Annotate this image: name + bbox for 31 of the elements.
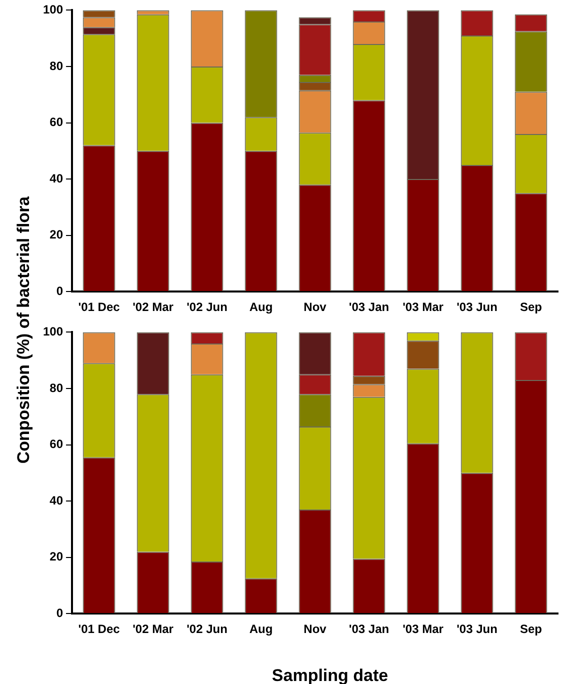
x-tick-label: Sep <box>520 622 542 636</box>
y-tick-label: 80 <box>50 380 64 395</box>
x-tick-label: '03 Jan <box>348 300 390 314</box>
x-tick-label: '02 Jun <box>186 622 228 636</box>
y-tick-label: 20 <box>50 550 64 564</box>
y-tick-label: 40 <box>50 493 64 508</box>
y-tick-label: 100 <box>42 2 64 17</box>
x-tick-label: '02 Mar <box>132 622 174 636</box>
x-tick-label: Aug <box>249 300 273 314</box>
y-tick-label: 60 <box>50 437 64 452</box>
x-tick-label: Aug <box>249 622 273 636</box>
y-axis-title: Conposition (%) of bacterial flora <box>14 196 34 464</box>
x-tick-label: '02 Jun <box>186 300 228 314</box>
y-tick-label: 40 <box>50 171 64 186</box>
x-tick-label: '03 Jun <box>456 300 498 314</box>
x-tick-label: '02 Mar <box>132 300 174 314</box>
x-tick-label: '03 Mar <box>402 622 444 636</box>
y-tick-label: 100 <box>42 324 64 339</box>
y-tick-label: 0 <box>56 284 64 298</box>
y-tick-label: 20 <box>50 228 64 242</box>
x-tick-label: '01 Dec <box>78 300 120 314</box>
y-tick-label: 60 <box>50 115 64 130</box>
y-tick-label: 0 <box>56 606 64 620</box>
x-tick-label: Nov <box>304 622 327 636</box>
x-tick-label: '03 Mar <box>402 300 444 314</box>
x-tick-label: '03 Jan <box>348 622 390 636</box>
x-tick-label: '01 Dec <box>78 622 120 636</box>
x-tick-label: '03 Jun <box>456 622 498 636</box>
y-tick-label: 80 <box>50 58 64 73</box>
x-tick-label: Sep <box>520 300 542 314</box>
x-tick-label: Nov <box>304 300 327 314</box>
